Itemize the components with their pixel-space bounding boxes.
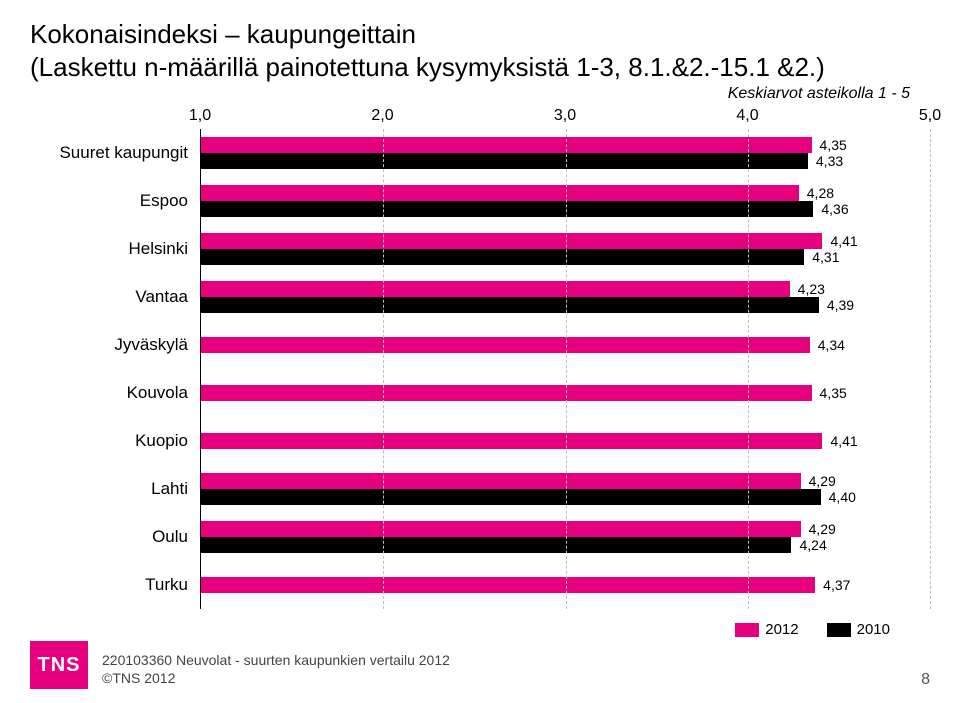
chart-title: Kokonaisindeksi – kaupungeittain (Lasket… [30, 18, 930, 83]
category-label: Kuopio [30, 417, 200, 465]
bar-value-2010: 4,39 [827, 297, 854, 313]
legend: 2012 2010 [30, 621, 930, 638]
bar-value-2012: 4,29 [809, 521, 836, 537]
plot-area: Suuret kaupungitEspooHelsinkiVantaaJyväs… [30, 129, 930, 609]
x-tick: 4,0 [736, 107, 758, 125]
footer-line-1: 220103360 Neuvolat - suurten kaupunkien … [102, 651, 450, 669]
category-label: Suuret kaupungit [30, 129, 200, 177]
bar-2010 [201, 201, 813, 217]
bar-2012 [201, 137, 812, 153]
gridline [566, 129, 567, 609]
gridline [748, 129, 749, 609]
bar-2012 [201, 433, 822, 449]
bar-2012 [201, 577, 815, 593]
bar-value-2010: 4,40 [829, 489, 856, 505]
category-label: Turku [30, 561, 200, 609]
x-tick: 2,0 [371, 107, 393, 125]
gridline [383, 129, 384, 609]
bar-2010 [201, 297, 819, 313]
bar-value-2012: 4,29 [809, 473, 836, 489]
bar-2012 [201, 521, 801, 537]
x-tick: 3,0 [554, 107, 576, 125]
swatch-2012 [735, 623, 759, 637]
x-axis: 1,02,03,04,05,0 [30, 107, 930, 129]
bar-2012 [201, 185, 799, 201]
footer-text: 220103360 Neuvolat - suurten kaupunkien … [102, 651, 450, 689]
legend-item-2012: 2012 [735, 621, 798, 638]
bar-2010 [201, 537, 791, 553]
category-label: Lahti [30, 465, 200, 513]
gridline [930, 129, 931, 609]
bar-value-2012: 4,35 [820, 385, 847, 401]
category-label: Kouvola [30, 369, 200, 417]
bar-2012 [201, 385, 812, 401]
chart: 1,02,03,04,05,0 Suuret kaupungitEspooHel… [30, 107, 930, 609]
bar-value-2012: 4,35 [820, 137, 847, 153]
legend-label-2012: 2012 [765, 621, 798, 638]
bar-2012 [201, 473, 801, 489]
bar-2012 [201, 281, 790, 297]
bar-value-2012: 4,34 [818, 337, 845, 353]
bar-value-2010: 4,24 [799, 537, 826, 553]
bar-value-2010: 4,36 [821, 201, 848, 217]
category-label: Oulu [30, 513, 200, 561]
bar-value-2012: 4,41 [830, 233, 857, 249]
legend-item-2010: 2010 [827, 621, 890, 638]
page-number: 8 [921, 671, 930, 689]
bar-value-2012: 4,41 [830, 433, 857, 449]
bar-2010 [201, 249, 804, 265]
bar-2012 [201, 233, 822, 249]
bar-value-2010: 4,31 [812, 249, 839, 265]
category-label: Espoo [30, 177, 200, 225]
title-line-1: Kokonaisindeksi – kaupungeittain [30, 19, 416, 49]
bar-value-2012: 4,23 [798, 281, 825, 297]
bars-column: 4,354,334,284,364,414,314,234,394,344,35… [200, 129, 930, 609]
legend-label-2010: 2010 [857, 621, 890, 638]
title-line-2: (Laskettu n-määrillä painotettuna kysymy… [30, 52, 825, 82]
bar-2012 [201, 337, 810, 353]
bar-value-2012: 4,28 [807, 185, 834, 201]
category-label: Jyväskylä [30, 321, 200, 369]
category-labels-column: Suuret kaupungitEspooHelsinkiVantaaJyväs… [30, 129, 200, 609]
tns-logo: TNS [30, 641, 88, 689]
bar-2010 [201, 489, 821, 505]
category-label: Helsinki [30, 225, 200, 273]
x-tick: 1,0 [189, 107, 211, 125]
footer: TNS 220103360 Neuvolat - suurten kaupunk… [30, 641, 930, 689]
swatch-2010 [827, 623, 851, 637]
bar-2010 [201, 153, 808, 169]
x-tick: 5,0 [919, 107, 941, 125]
x-axis-ticks: 1,02,03,04,05,0 [200, 107, 930, 129]
footer-left: TNS 220103360 Neuvolat - suurten kaupunk… [30, 641, 450, 689]
bar-value-2010: 4,33 [816, 153, 843, 169]
category-label: Vantaa [30, 273, 200, 321]
bar-value-2012: 4,37 [823, 577, 850, 593]
footer-line-2: ©TNS 2012 [102, 669, 450, 687]
scale-note: Keskiarvot asteikolla 1 - 5 [30, 85, 930, 103]
